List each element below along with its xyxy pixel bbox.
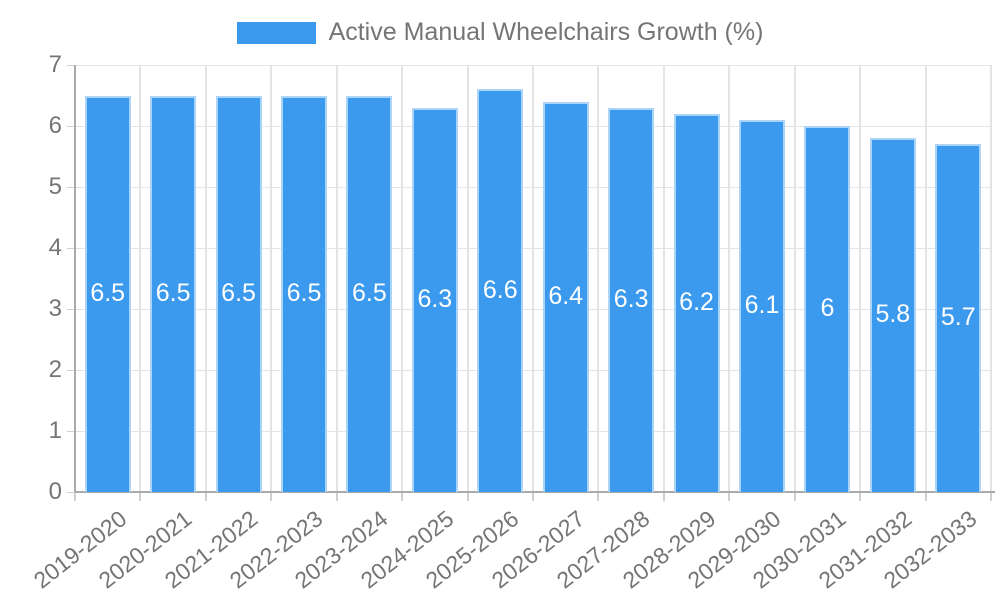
x-gridline <box>728 65 731 492</box>
bar-value-label: 6.6 <box>482 275 518 304</box>
x-tick-mark <box>204 493 207 501</box>
bar[interactable] <box>477 89 524 492</box>
x-tick-mark <box>532 493 534 501</box>
x-gridline <box>204 65 207 492</box>
y-tick-mark <box>67 430 75 432</box>
bar[interactable] <box>281 95 327 492</box>
y-tick-mark <box>67 247 75 249</box>
x-gridline <box>139 65 142 492</box>
bar-value-label: 6.5 <box>90 278 126 307</box>
y-tick-label: 7 <box>48 51 62 78</box>
x-tick-mark <box>990 493 992 501</box>
y-tick-mark <box>67 308 75 310</box>
bar-value-label: 6.5 <box>221 278 256 307</box>
bar[interactable] <box>804 126 851 492</box>
bar[interactable] <box>542 101 589 492</box>
x-tick-mark <box>924 493 927 501</box>
bar-value-label: 6.3 <box>613 284 649 313</box>
x-gridline <box>401 65 404 492</box>
bar-value-label: 5.7 <box>940 303 976 332</box>
x-gridline <box>859 65 862 492</box>
x-tick-mark <box>662 493 665 501</box>
x-tick-mark <box>270 493 273 501</box>
x-gridline <box>924 65 927 492</box>
bar[interactable] <box>411 107 458 492</box>
y-axis-line <box>74 65 76 492</box>
bar[interactable] <box>150 95 197 492</box>
bar-value-label: 6.5 <box>352 278 387 307</box>
bar[interactable] <box>673 113 720 492</box>
y-tick-mark <box>67 369 75 371</box>
x-tick-mark <box>74 493 76 501</box>
bar[interactable] <box>215 95 262 492</box>
bar[interactable] <box>608 107 655 492</box>
y-tick-label: 3 <box>48 295 62 322</box>
y-tick-label: 4 <box>48 234 62 261</box>
y-tick-mark <box>67 186 75 188</box>
x-tick-mark <box>728 493 731 501</box>
legend-label: Active Manual Wheelchairs Growth (%) <box>328 18 764 46</box>
y-tick-mark <box>67 125 75 127</box>
y-tick-label: 1 <box>48 417 62 444</box>
bar-value-label: 6.5 <box>155 278 191 307</box>
x-tick-mark <box>793 493 796 501</box>
y-tick-label: 0 <box>48 478 62 505</box>
bar[interactable] <box>84 95 131 492</box>
bar-value-label: 6.1 <box>744 290 780 319</box>
x-tick-mark <box>139 493 142 501</box>
bar-value-label: 6.4 <box>548 281 584 310</box>
legend-item[interactable]: Active Manual Wheelchairs Growth (%) <box>236 18 764 47</box>
x-tick-mark <box>859 493 862 501</box>
chart-legend: Active Manual Wheelchairs Growth (%) <box>0 18 1000 47</box>
bar-value-label: 6 <box>820 294 835 322</box>
x-gridline <box>793 65 796 492</box>
y-tick-label: 6 <box>48 112 62 139</box>
bar[interactable] <box>739 119 785 492</box>
x-gridline <box>466 65 469 492</box>
x-gridline <box>662 65 665 492</box>
y-tick-label: 2 <box>48 356 62 383</box>
bar[interactable] <box>935 144 982 492</box>
bar[interactable] <box>869 138 916 492</box>
y-tick-label: 5 <box>48 173 62 200</box>
x-axis-line <box>75 491 995 493</box>
y-tick-mark <box>67 64 75 66</box>
x-tick-mark <box>597 493 600 501</box>
x-tick-mark <box>466 493 469 501</box>
bar-value-label: 6.5 <box>286 278 322 307</box>
y-tick-mark <box>67 491 75 493</box>
x-gridline <box>270 65 273 492</box>
x-tick-mark <box>401 493 404 501</box>
legend-swatch-icon <box>236 21 316 44</box>
bar-value-label: 5.8 <box>875 300 911 329</box>
bar-value-label: 6.2 <box>679 287 714 316</box>
x-gridline <box>597 65 600 492</box>
x-gridline <box>335 65 338 492</box>
bar[interactable] <box>346 95 393 492</box>
x-gridline <box>532 65 534 492</box>
x-gridline <box>990 65 992 492</box>
bar-value-label: 6.3 <box>417 284 453 313</box>
x-tick-mark <box>335 493 338 501</box>
